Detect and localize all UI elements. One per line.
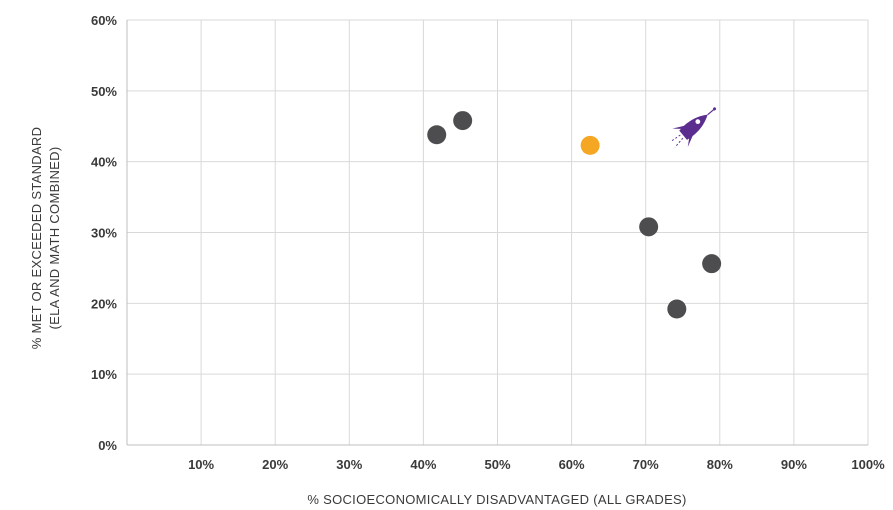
x-tick-labels: 10% 20% 30% 40% 50% 60% 70% 80% 90% 100% (188, 457, 885, 472)
grid-lines (127, 19, 869, 445)
y-axis-title-line-2: (ELA AND MATH COMBINED) (47, 147, 62, 330)
x-tick-label: 20% (262, 457, 288, 472)
x-tick-label: 40% (410, 457, 436, 472)
x-tick-label: 10% (188, 457, 214, 472)
x-tick-label: 90% (781, 457, 807, 472)
y-tick-label: 40% (91, 155, 117, 170)
x-axis-title: % SOCIOECONOMICALLY DISADVANTAGED (ALL G… (307, 492, 686, 507)
axes (126, 20, 868, 446)
x-tick-label: 80% (707, 457, 733, 472)
y-tick-label: 50% (91, 84, 117, 99)
y-axis-title: % MET OR EXCEEDED STANDARD (ELA AND MATH… (29, 127, 62, 350)
rocket-icon (671, 107, 717, 148)
y-tick-labels: 0% 10% 20% 30% 40% 50% 60% (91, 13, 117, 453)
x-tick-label: 30% (336, 457, 362, 472)
x-tick-label: 70% (633, 457, 659, 472)
data-point (702, 254, 722, 274)
data-point (580, 135, 600, 155)
x-tick-label: 100% (851, 457, 885, 472)
x-tick-label: 50% (484, 457, 510, 472)
y-tick-label: 20% (91, 296, 117, 311)
data-point (453, 111, 473, 131)
data-point (427, 125, 447, 145)
data-point (667, 299, 687, 319)
data-point (639, 217, 659, 237)
y-tick-label: 60% (91, 13, 117, 28)
y-tick-label: 10% (91, 367, 117, 382)
x-tick-label: 60% (559, 457, 585, 472)
y-axis-title-line-1: % MET OR EXCEEDED STANDARD (29, 127, 44, 350)
data-points (427, 107, 722, 319)
y-tick-label: 0% (98, 438, 117, 453)
y-tick-label: 30% (91, 226, 117, 241)
